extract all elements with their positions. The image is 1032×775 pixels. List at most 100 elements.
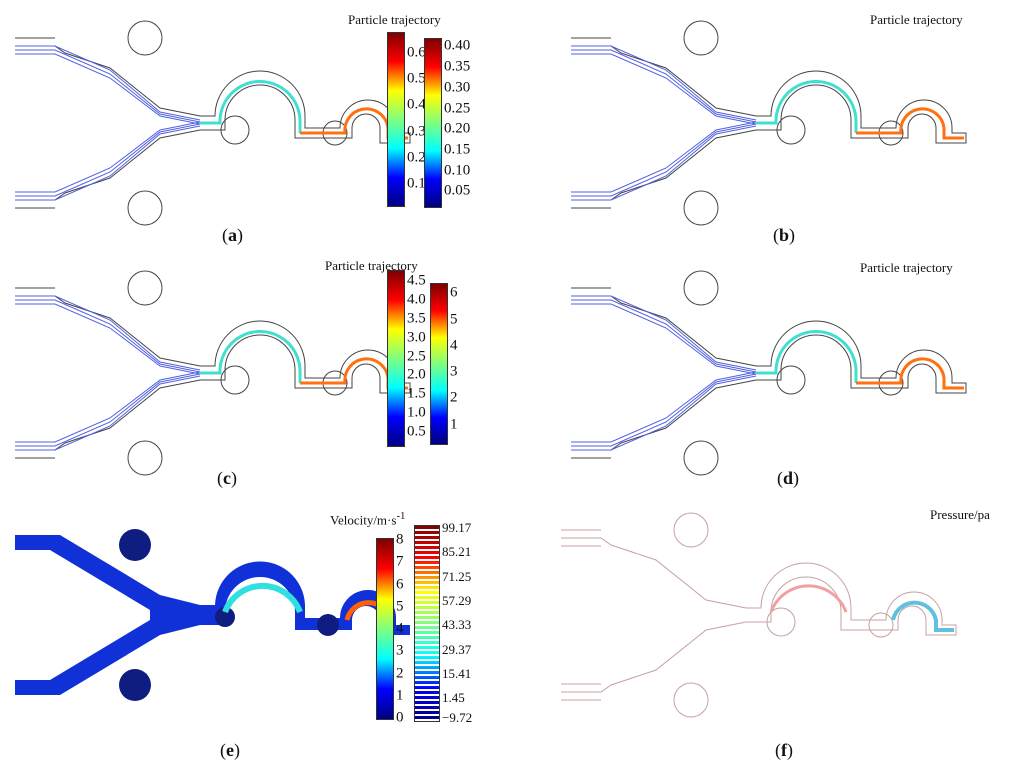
colorbar: [414, 525, 440, 722]
colorbar-tick-label: 5: [450, 311, 458, 328]
colorbar-tick-label: 2.0: [407, 366, 426, 383]
panel-label: f: [781, 740, 787, 760]
panel-label: c: [223, 468, 231, 488]
colorbar-title-text: Particle trajectory: [325, 258, 418, 273]
colorbar-tick-label: 85.21: [442, 544, 472, 560]
colorbar-title: Particle trajectory: [860, 260, 953, 276]
trajectory: [571, 303, 757, 375]
colorbar: [424, 38, 442, 208]
trajectory-arch: [200, 80, 302, 133]
colorbar: [430, 283, 448, 445]
panel-a: Particle trajectory 0.1 0.2 0.3 0.4 0.5 0.6 (a): [15, 12, 441, 245]
colorbar-title: Particle trajectory: [348, 12, 441, 28]
chamber: [220, 115, 250, 145]
panel-f: Pressure/pa 99.17 85.21 71.25 57.29 43.33 29.3…: [414, 0, 1032, 775]
trajectory: [15, 45, 201, 121]
colorbar: [387, 270, 405, 447]
colorbar-tick-label: 29.37: [442, 641, 472, 657]
trajectory: [571, 49, 757, 123]
colorbar-tick-label: 0.20: [444, 120, 471, 137]
panel-c: Particle trajectory 0.5 1.0 1.5 2.0 2.5 3.0 3.5…: [15, 258, 426, 488]
colorbar-tick-label: 0.35: [444, 58, 471, 75]
panel-caption: (c): [217, 468, 237, 488]
trajectory: [571, 299, 757, 373]
chamber: [776, 115, 806, 145]
colorbar-tick-label: 1.0: [407, 404, 426, 421]
trajectory: [15, 49, 201, 123]
colorbar-title-text: Velocity/m·s: [330, 512, 397, 528]
chamber: [766, 607, 796, 637]
trajectory: [15, 303, 201, 375]
chamber: [868, 612, 894, 638]
panel-caption: (b): [773, 225, 796, 245]
trajectory: [15, 373, 201, 447]
trajectory-arch: [756, 80, 858, 133]
colorbar-tick-label: 0.5: [407, 70, 426, 87]
trajectory: [15, 121, 201, 193]
lower-branch: [561, 621, 747, 693]
colorbar-title-exponent: -1: [396, 510, 406, 522]
trajectory: [15, 125, 201, 201]
colorbar-title: Particle trajectory: [325, 258, 418, 274]
colorbar-tick-label: 5: [396, 598, 404, 615]
chamber: [127, 190, 163, 226]
colorbar-tick-label: 0.05: [444, 182, 471, 199]
chamber: [127, 270, 163, 306]
colorbar-tick-label: 0.30: [444, 79, 471, 96]
pressure-arch-2: [891, 600, 954, 632]
trajectory: [15, 295, 201, 371]
trajectory: [571, 373, 757, 447]
chamber: [119, 669, 151, 701]
colorbar-tick-label: 6: [396, 576, 404, 593]
colorbar-tick-label: 1: [396, 687, 404, 704]
colorbar-tick-label: 3: [396, 642, 404, 659]
colorbar-tick-label: 0.40: [444, 37, 471, 54]
colorbar-tick-label: 0.10: [444, 162, 471, 179]
colorbar-tick-label: 4.5: [407, 272, 426, 289]
colorbar-title: Velocity/m·s-1: [330, 510, 405, 528]
colorbar-tick-label: 6: [450, 284, 458, 301]
trajectory: [571, 371, 757, 443]
trajectory: [15, 375, 201, 451]
colorbar-title-text: Particle trajectory: [870, 12, 963, 27]
microchannel: [15, 529, 410, 701]
panel-caption: (d): [777, 468, 800, 488]
colorbar-tick-label: 0.1: [407, 175, 426, 192]
colorbar-title: Pressure/pa: [930, 507, 990, 523]
velocity-arch: [222, 583, 303, 614]
trajectory: [571, 45, 757, 121]
microchannel: [571, 270, 967, 476]
chamber: [317, 614, 339, 636]
chamber: [683, 270, 719, 306]
colorbar-tick-label: 1: [450, 416, 458, 433]
trajectory: [571, 125, 757, 201]
colorbar: [387, 32, 405, 207]
colorbar-tick-label: 43.33: [442, 617, 472, 633]
panel-label: d: [783, 468, 794, 488]
colorbar-tick-label: 57.29: [442, 593, 472, 609]
colorbar-tick-label: 3.0: [407, 329, 426, 346]
colorbar-tick-label: 0.2: [407, 149, 426, 166]
chamber: [673, 512, 709, 548]
main-channel: [756, 70, 967, 144]
colorbar-tick-label: 2.5: [407, 348, 426, 365]
panel-b: Particle trajectory 0.05 0.10 0.15 0.20 0.25 0…: [424, 0, 1032, 775]
microchannel: [561, 512, 957, 718]
colorbar-title-text: Particle trajectory: [348, 12, 441, 27]
colorbar-tick-label: 1.45: [442, 690, 465, 706]
colorbar-tick-label: 2: [396, 665, 404, 682]
colorbar-title: Particle trajectory: [870, 12, 963, 28]
channel-geometry: [561, 512, 957, 718]
colorbar-tick-label: 8: [396, 531, 404, 548]
panel-caption: (f): [775, 740, 793, 760]
colorbar-tick-label: 4: [450, 337, 458, 354]
colorbar-tick-label: 99.17: [442, 520, 472, 536]
panel-d: Particle trajectory 1 2 3 4 5 6 (d): [430, 0, 1032, 775]
colorbar: [376, 538, 394, 720]
panel-e: Velocity/m·s-1 0 1 2 3 4 5 6 7 8 (e): [15, 510, 410, 760]
colorbar-tick-label: 0.15: [444, 141, 471, 158]
colorbar-tick-label: 15.41: [442, 666, 472, 682]
trajectory-arch-2: [856, 107, 964, 140]
channel-geometry: [571, 270, 967, 476]
